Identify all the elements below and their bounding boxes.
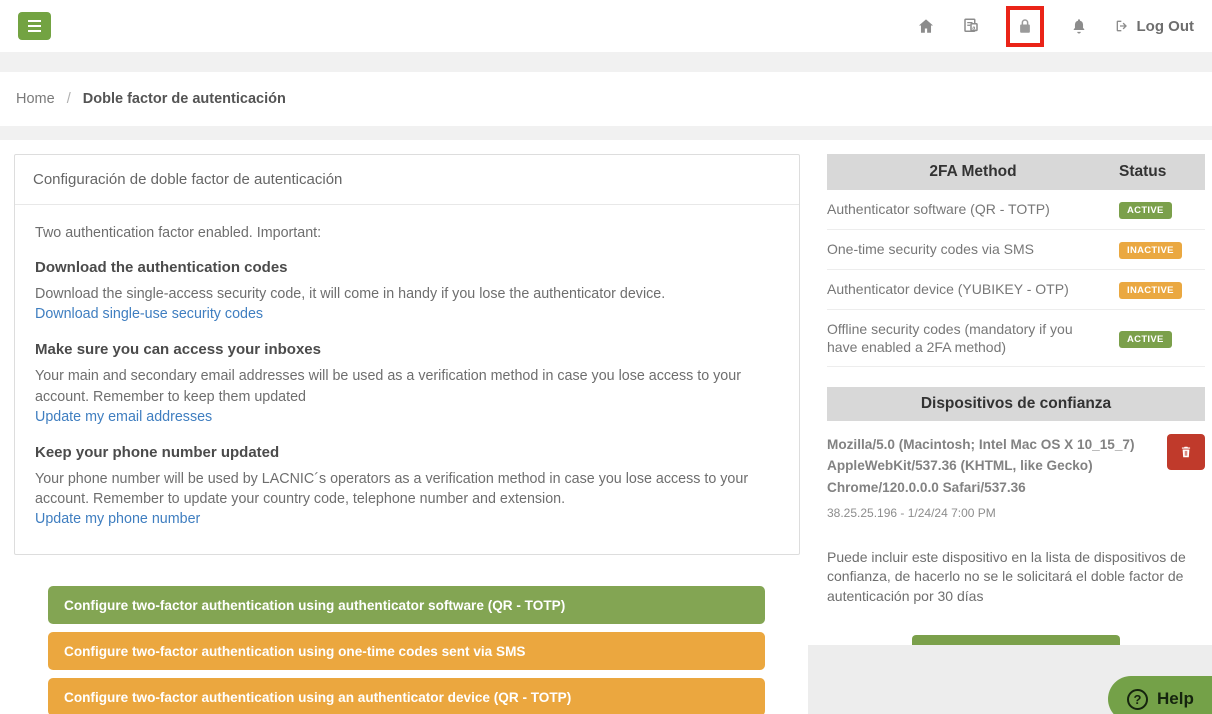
breadcrumb-separator: / (66, 91, 71, 107)
method-column-header: 2FA Method (929, 163, 1017, 180)
content-area: Configuración de doble factor de autenti… (0, 140, 1212, 714)
menu-button[interactable] (18, 12, 51, 40)
table-row: Authenticator device (YUBIKEY - OTP) INA… (827, 270, 1205, 310)
trust-note: Puede incluir este dispositivo en la lis… (827, 548, 1186, 604)
section-link[interactable]: Update my email addresses (35, 408, 213, 425)
status-badge: INACTIVE (1119, 282, 1182, 299)
status-badge: ACTIVE (1119, 330, 1172, 348)
bell-icon[interactable] (1069, 16, 1089, 36)
info-section: Make sure you can access your inboxes Yo… (35, 341, 779, 426)
trusted-devices-panel: Dispositivos de confianza Mozilla/5.0 (M… (827, 387, 1205, 670)
question-icon: ? (1127, 688, 1148, 710)
config-panel: Configuración de doble factor de autenti… (14, 154, 800, 556)
info-section: Keep your phone number updated Your phon… (35, 444, 779, 529)
method-label: Authenticator software (QR - TOTP) (827, 201, 1050, 218)
lock-annotation-box (1005, 5, 1044, 47)
help-button[interactable]: ? Help (1108, 676, 1212, 714)
breadcrumb-home-link[interactable]: Home (16, 91, 55, 107)
intro-text: Two authentication factor enabled. Impor… (35, 225, 322, 241)
table-row: Authenticator software (QR - TOTP) ACTIV… (827, 190, 1205, 230)
status-column-header: Status (1119, 163, 1167, 180)
status-badge: ACTIVE (1119, 202, 1172, 219)
configure-2fa-button[interactable]: Configure two-factor authentication usin… (48, 586, 765, 625)
info-section: Download the authentication codes Downlo… (35, 259, 779, 323)
lock-icon[interactable] (1015, 16, 1035, 36)
section-heading: Make sure you can access your inboxes (35, 341, 321, 359)
device-user-agent: Mozilla/5.0 (Macintosh; Intel Mac OS X 1… (827, 437, 1135, 495)
table-row: One-time security codes via SMS INACTIVE (827, 230, 1205, 270)
status-cell: ACTIVE (1119, 329, 1205, 348)
breadcrumb-bar: Home / Doble factor de autenticación (0, 72, 1212, 126)
section-link[interactable]: Update my phone number (35, 511, 201, 528)
method-label: Offline security codes (mandatory if you… (827, 321, 1073, 356)
divider-strip-content (0, 126, 1212, 140)
section-body: Download the single-access security code… (35, 286, 666, 302)
svg-text:a: a (972, 25, 976, 31)
logout-icon (1116, 20, 1127, 32)
delete-device-button[interactable] (1167, 434, 1205, 471)
device-row: Mozilla/5.0 (Macintosh; Intel Mac OS X 1… (827, 421, 1205, 520)
info-sections: Download the authentication codes Downlo… (35, 259, 779, 528)
panel-title: Configuración de doble factor de autenti… (15, 155, 799, 205)
methods-table-rows: Authenticator software (QR - TOTP) ACTIV… (827, 190, 1205, 368)
section-heading: Keep your phone number updated (35, 443, 280, 461)
section-heading: Download the authentication codes (35, 259, 288, 276)
left-column: Configuración de doble factor de autenti… (14, 154, 800, 714)
help-label: Help (1157, 689, 1194, 708)
section-body: Your main and secondary email addresses … (35, 368, 741, 405)
section-body: Your phone number will be used by LACNIC… (35, 470, 749, 508)
method-label: Authenticator device (YUBIKEY - OTP) (827, 281, 1069, 298)
methods-table-header: 2FA Method Status (827, 154, 1205, 190)
breadcrumb: Home / Doble factor de autenticación (16, 91, 286, 107)
divider-strip-top (0, 52, 1212, 72)
configure-2fa-button[interactable]: Configure two-factor authentication usin… (48, 678, 765, 714)
home-icon[interactable] (916, 16, 936, 36)
configure-2fa-button[interactable]: Configure two-factor authentication usin… (48, 632, 765, 671)
status-cell: INACTIVE (1119, 280, 1205, 299)
language-icon[interactable]: a (961, 16, 981, 36)
breadcrumb-current: Doble factor de autenticación (82, 91, 286, 107)
panel-body: Two authentication factor enabled. Impor… (15, 205, 799, 554)
hamburger-icon (28, 20, 41, 31)
logout-button[interactable]: Log Out (1114, 18, 1194, 35)
section-link[interactable]: Download single-use security codes (35, 306, 264, 323)
right-column: 2FA Method Status Authenticator software… (827, 154, 1205, 714)
topbar: a Log Out (0, 0, 1212, 52)
method-label: One-time security codes via SMS (827, 241, 1034, 258)
status-badge: INACTIVE (1119, 242, 1182, 259)
device-meta: 38.25.25.196 - 1/24/24 7:00 PM (827, 505, 996, 520)
status-cell: INACTIVE (1119, 240, 1205, 259)
logout-label: Log Out (1136, 17, 1194, 35)
topbar-actions: a Log Out (916, 5, 1194, 47)
methods-table: 2FA Method Status Authenticator software… (827, 154, 1205, 368)
device-info: Mozilla/5.0 (Macintosh; Intel Mac OS X 1… (827, 434, 1135, 519)
table-row: Offline security codes (mandatory if you… (827, 310, 1205, 368)
action-button-stack: Configure two-factor authentication usin… (48, 586, 765, 714)
status-cell: ACTIVE (1119, 200, 1205, 219)
trusted-devices-title: Dispositivos de confianza (827, 387, 1205, 422)
trash-icon (1181, 447, 1191, 458)
